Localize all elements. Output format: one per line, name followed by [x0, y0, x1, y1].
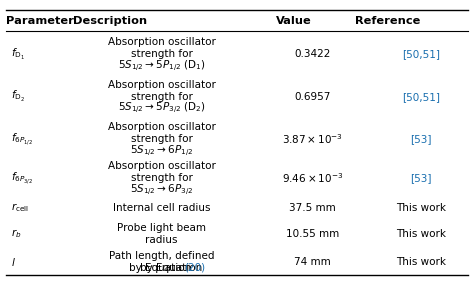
Text: 10.55 mm: 10.55 mm: [286, 229, 339, 239]
Text: $3.87 \times 10^{-3}$: $3.87 \times 10^{-3}$: [282, 132, 343, 146]
Text: strength for: strength for: [131, 49, 192, 60]
Text: Absorption oscillator: Absorption oscillator: [108, 161, 216, 171]
Text: Absorption oscillator: Absorption oscillator: [108, 80, 216, 90]
Text: [50,51]: [50,51]: [402, 49, 440, 60]
Text: Absorption oscillator: Absorption oscillator: [108, 38, 216, 47]
Text: $f_{\mathrm{D}_2}$: $f_{\mathrm{D}_2}$: [11, 89, 25, 104]
Text: Description: Description: [73, 16, 147, 26]
Text: Reference: Reference: [355, 16, 420, 26]
Text: by Equation: by Equation: [129, 263, 194, 273]
Text: [53]: [53]: [410, 173, 431, 183]
Text: Probe light beam: Probe light beam: [117, 223, 206, 233]
Text: by Equation: by Equation: [140, 263, 206, 273]
Text: Internal cell radius: Internal cell radius: [113, 203, 210, 213]
Text: This work: This work: [396, 229, 446, 239]
Text: $r_{\mathrm{cell}}$: $r_{\mathrm{cell}}$: [11, 202, 29, 214]
Text: 0.3422: 0.3422: [294, 49, 330, 60]
Text: $9.46 \times 10^{-3}$: $9.46 \times 10^{-3}$: [282, 171, 343, 185]
Text: $5S_{1/2} \rightarrow 5P_{3/2}$ (D$_2$): $5S_{1/2} \rightarrow 5P_{3/2}$ (D$_2$): [118, 101, 205, 116]
Text: $r_{b}$: $r_{b}$: [11, 228, 21, 240]
Text: $5S_{1/2} \rightarrow 5P_{1/2}$ (D$_1$): $5S_{1/2} \rightarrow 5P_{1/2}$ (D$_1$): [118, 59, 205, 74]
Text: 37.5 mm: 37.5 mm: [289, 203, 336, 213]
Text: Parameter: Parameter: [6, 16, 74, 26]
Text: $5S_{1/2} \rightarrow 6P_{3/2}$: $5S_{1/2} \rightarrow 6P_{3/2}$: [130, 183, 193, 198]
Text: strength for: strength for: [131, 92, 192, 102]
Text: $f_{\mathrm{D}_1}$: $f_{\mathrm{D}_1}$: [11, 47, 25, 62]
Text: (20): (20): [184, 263, 205, 273]
Text: 74 mm: 74 mm: [294, 257, 331, 267]
Text: Path length, defined: Path length, defined: [109, 251, 214, 261]
Text: $5S_{1/2} \rightarrow 6P_{1/2}$: $5S_{1/2} \rightarrow 6P_{1/2}$: [130, 144, 193, 158]
Text: strength for: strength for: [131, 134, 192, 144]
Text: Absorption oscillator: Absorption oscillator: [108, 122, 216, 132]
Text: [50,51]: [50,51]: [402, 92, 440, 102]
Text: This work: This work: [396, 203, 446, 213]
Text: $l$: $l$: [11, 256, 16, 268]
Text: strength for: strength for: [131, 173, 192, 183]
Text: $f_{6P_{3/2}}$: $f_{6P_{3/2}}$: [11, 171, 33, 186]
Text: $f_{6P_{1/2}}$: $f_{6P_{1/2}}$: [11, 131, 33, 147]
Text: radius: radius: [146, 235, 178, 245]
Text: [53]: [53]: [410, 134, 431, 144]
Text: This work: This work: [396, 257, 446, 267]
Text: Value: Value: [276, 16, 311, 26]
Text: 0.6957: 0.6957: [294, 92, 330, 102]
